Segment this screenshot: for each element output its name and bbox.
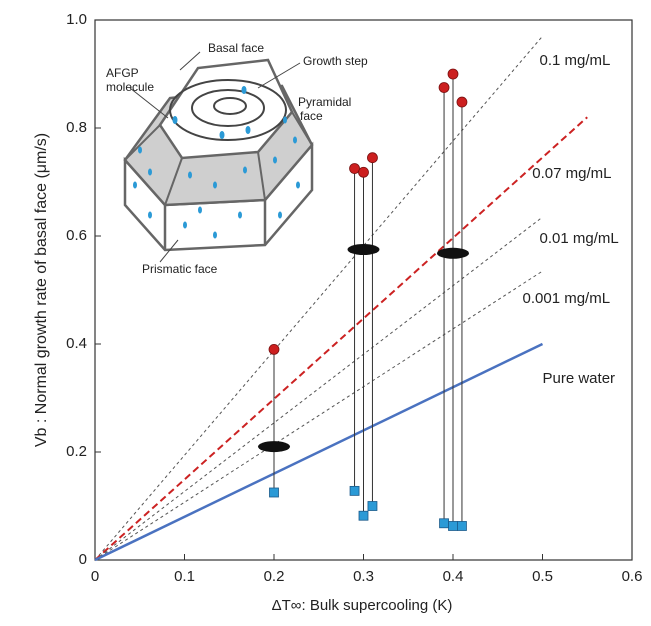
edge [124, 124, 161, 161]
fit-line [94, 270, 543, 561]
line-label: 0.01 mg/mL [540, 230, 619, 247]
x-tick-label: 0.6 [622, 568, 643, 585]
y-tick-label: 0.8 [66, 119, 87, 136]
x-tick-label: 0.1 [174, 568, 195, 585]
min-point [349, 485, 360, 496]
max-point [349, 163, 360, 174]
growth-step [213, 97, 247, 115]
inset-label: Growth step [303, 54, 368, 68]
max-point [358, 166, 369, 178]
max-point [268, 343, 280, 355]
edge [164, 157, 183, 206]
x-axis-label: ΔT∞: Bulk supercooling (K) [272, 597, 453, 614]
x-tick-label: 0 [91, 568, 99, 585]
y-tick-label: 0 [79, 551, 87, 568]
min-point [367, 501, 378, 511]
fit-line [94, 342, 544, 562]
fit-line [94, 216, 543, 561]
max-point [367, 152, 378, 164]
x-tick-label: 0.4 [443, 568, 464, 585]
edge [257, 151, 266, 201]
mean-marker [258, 441, 290, 453]
pointer [257, 62, 301, 89]
inset-diagram: Basal face Growth step AFGP molecule Pyr… [106, 41, 368, 276]
min-point [439, 518, 449, 529]
mean-marker [347, 244, 380, 255]
inset-label: Prismatic face [142, 262, 218, 276]
line-label: 0.1 mg/mL [540, 52, 611, 69]
inset-label: Basal face [208, 41, 264, 55]
inset-label: molecule [106, 80, 154, 94]
growth-step [169, 79, 287, 141]
min-point [358, 510, 369, 521]
line-label: Pure water [543, 370, 616, 387]
edge [291, 111, 313, 146]
inset-label: Pyramidal [298, 95, 351, 109]
x-tick-label: 0.3 [353, 568, 374, 585]
min-point [269, 487, 279, 498]
pointer [129, 87, 169, 119]
line-label: 0.001 mg/mL [523, 290, 611, 307]
line-label: 0.07 mg/mL [532, 165, 611, 182]
y-tick-label: 0.6 [66, 227, 87, 244]
min-point [457, 521, 467, 531]
min-point [448, 521, 458, 531]
y-tick-label: 1.0 [66, 11, 87, 28]
growth-step [191, 89, 265, 127]
afgp-dots [133, 86, 300, 239]
x-tick-label: 0.5 [532, 568, 553, 585]
x-tick-label: 0.2 [264, 568, 285, 585]
inset-label: AFGP [106, 66, 139, 80]
y-axis-label: Vb : Normal growth rate of basal face (μ… [33, 133, 50, 447]
mean-marker [437, 247, 469, 259]
max-point [438, 82, 450, 93]
max-point [456, 96, 468, 108]
inset-label: face [300, 109, 323, 123]
y-tick-label: 0.4 [66, 335, 87, 352]
max-point [447, 68, 459, 80]
y-tick-label: 0.2 [66, 443, 87, 460]
pointer [159, 239, 179, 263]
pointer [179, 51, 201, 71]
fit-line [94, 116, 588, 561]
fit-line [94, 35, 543, 561]
